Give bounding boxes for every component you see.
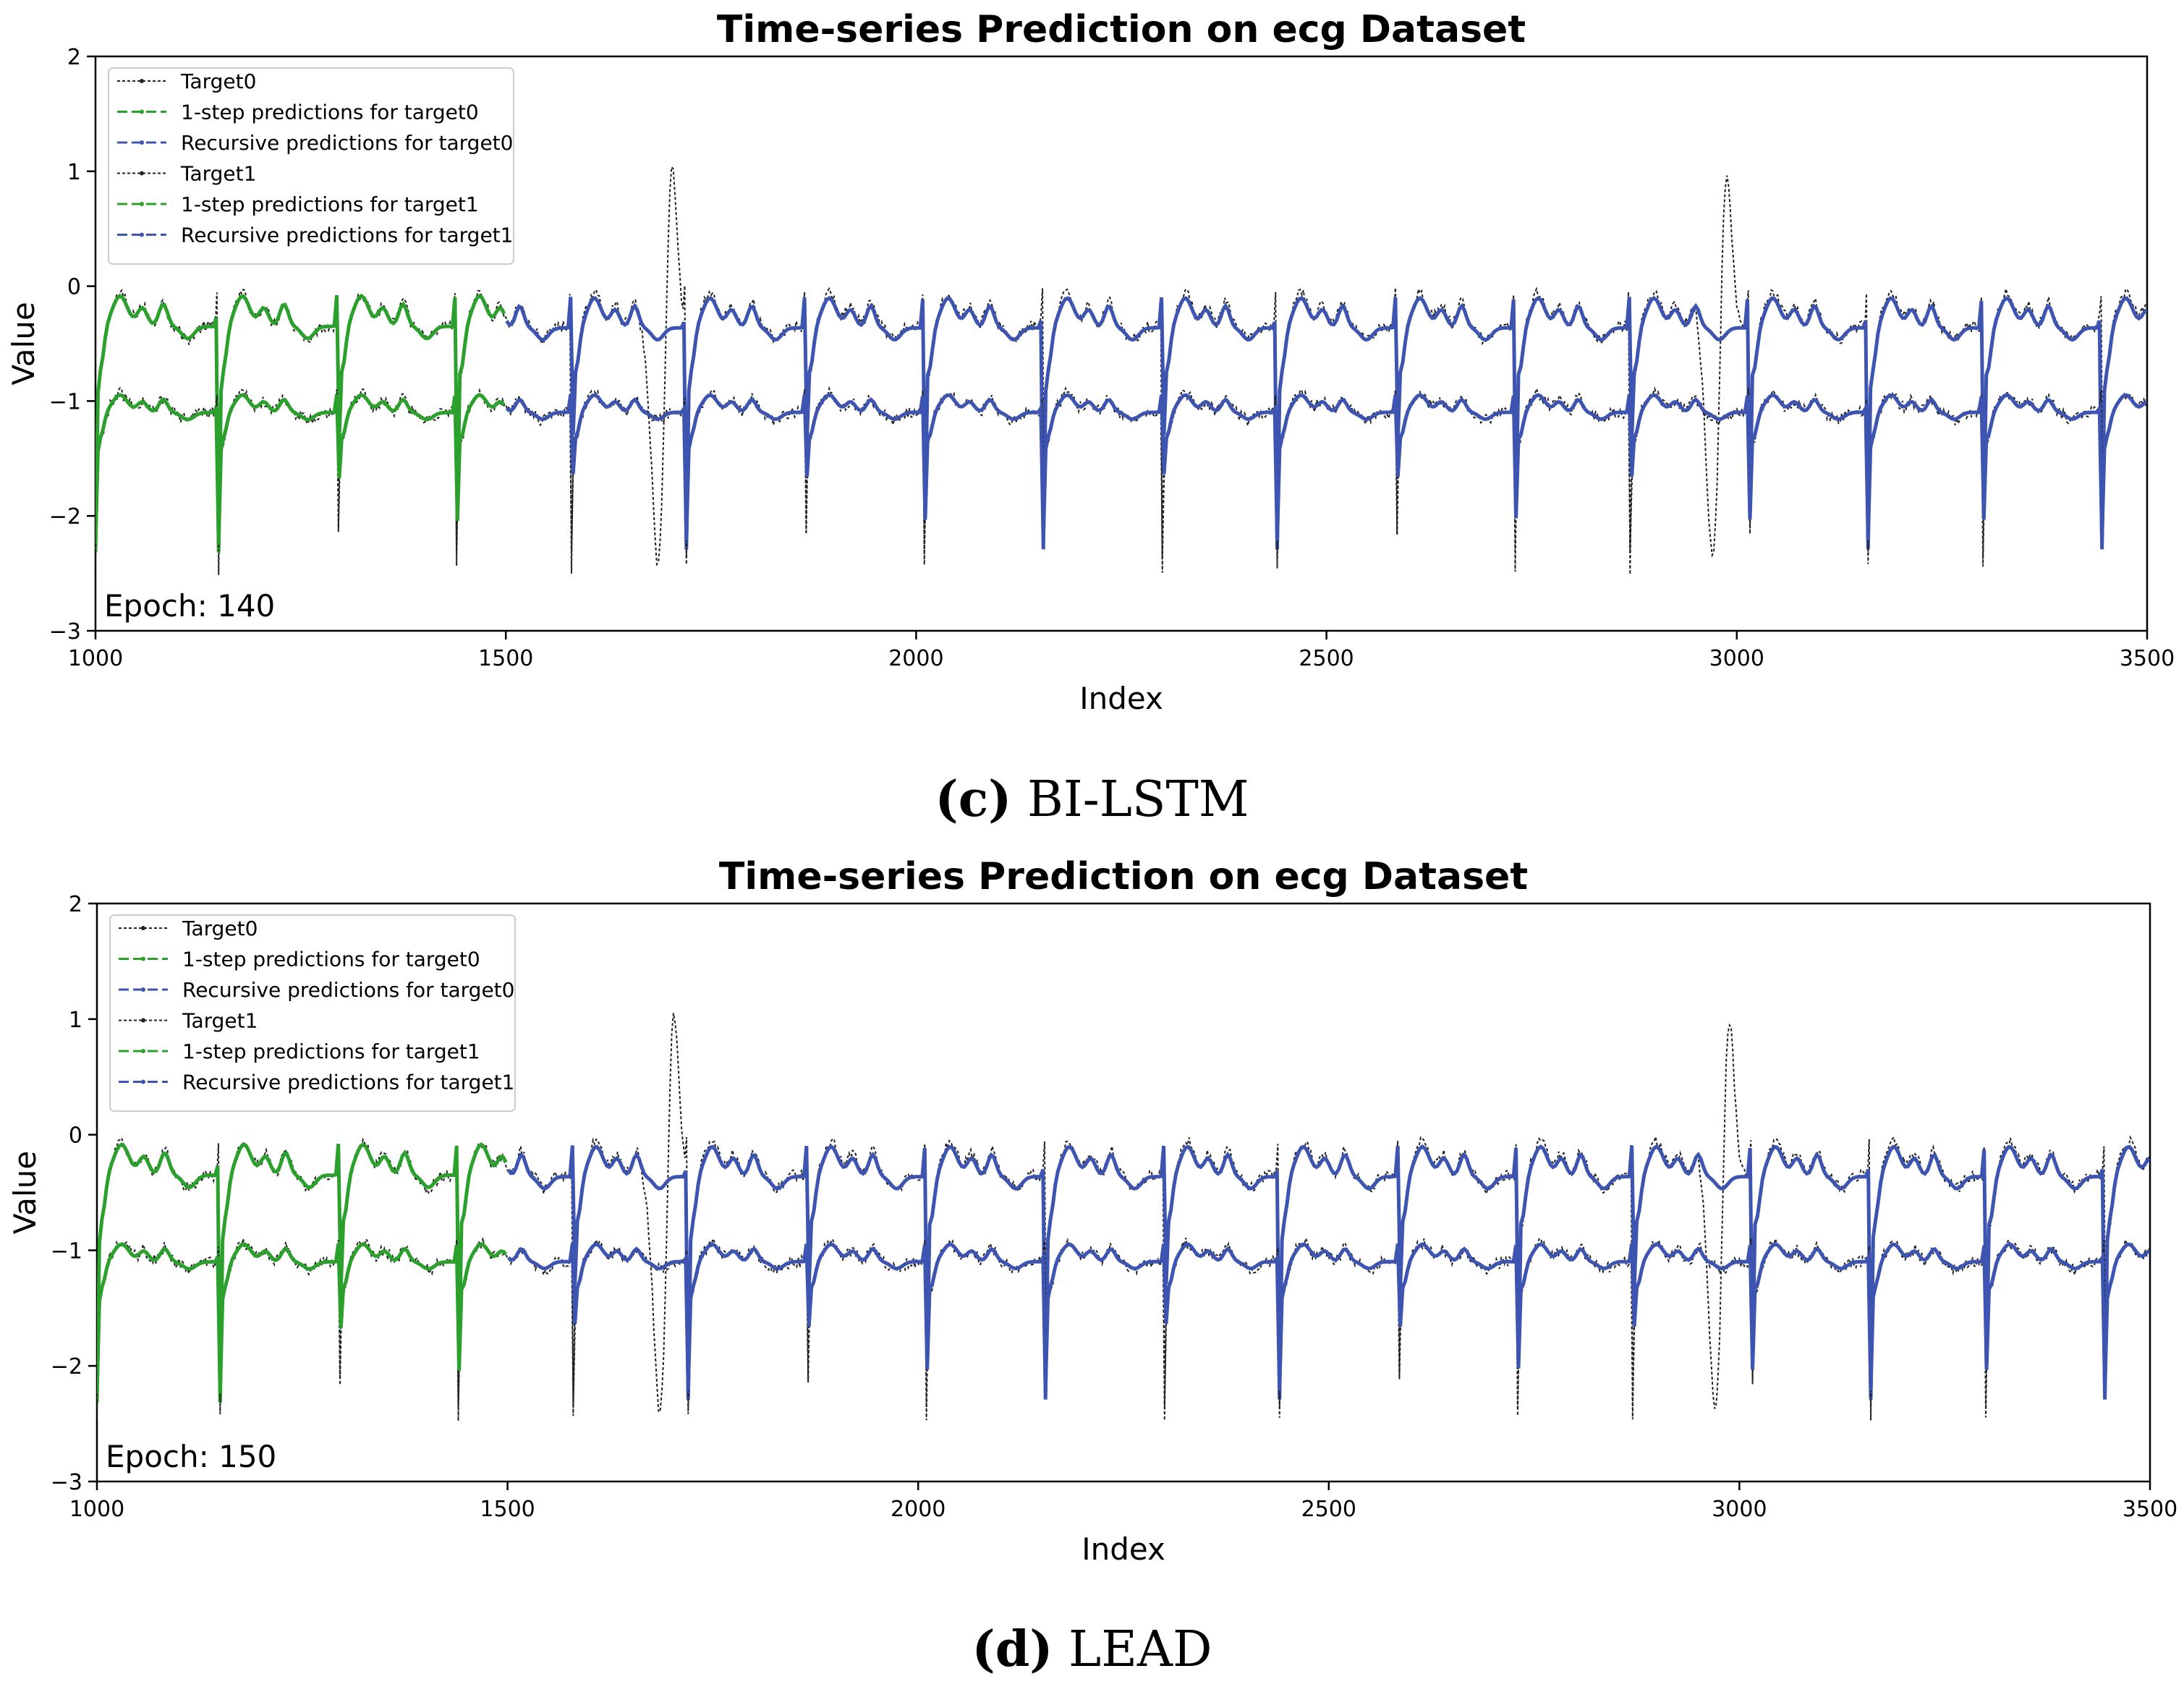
legend-label: Recursive predictions for target1 (182, 1071, 514, 1094)
y-tick-label: −3 (51, 1470, 82, 1495)
chart-panel-bi-lstm: Time-series Prediction on ecg Dataset 100… (6, 8, 2175, 716)
plot-frame (95, 902, 2151, 1483)
legend-marker (140, 232, 144, 237)
legend-marker (140, 202, 144, 206)
legend-label: Recursive predictions for target0 (182, 978, 514, 1002)
epoch-annotation: Epoch: 150 (106, 1439, 276, 1474)
y-tick-label: 0 (69, 1123, 82, 1149)
y-axis-label: Value (7, 1151, 43, 1234)
x-tick-label: 3000 (1709, 646, 1764, 671)
legend-marker (140, 109, 144, 114)
chart-title: Time-series Prediction on ecg Dataset (719, 855, 1528, 898)
legend-label: Target0 (180, 69, 256, 93)
x-tick-label: 1500 (478, 646, 533, 671)
legend-marker (140, 79, 144, 83)
series-line-4 (95, 386, 2147, 559)
legend-label: 1-step predictions for target0 (181, 101, 479, 124)
y-tick-label: −2 (51, 1354, 82, 1379)
x-tick-label: 1500 (480, 1497, 535, 1522)
legend-label: 1-step predictions for target1 (182, 1040, 480, 1063)
series-line-3 (505, 295, 2147, 550)
plot-area (97, 1013, 2150, 1421)
y-tick-label: 2 (69, 892, 82, 917)
series-line-6 (505, 393, 2147, 541)
series-line-2 (95, 293, 506, 553)
x-tick-label: 2000 (888, 646, 943, 671)
series-line-5 (97, 1242, 508, 1394)
plot-area (95, 165, 2147, 575)
legend-marker (141, 1079, 145, 1084)
x-tick-label: 2500 (1299, 646, 1354, 671)
y-tick-label: −1 (49, 389, 81, 415)
x-axis-label: Index (1082, 1531, 1165, 1567)
y-tick-label: 2 (67, 45, 81, 70)
series-line-2 (97, 1142, 508, 1403)
series-line-5 (95, 393, 506, 544)
x-tick-label: 1000 (69, 1497, 124, 1522)
epoch-annotation: Epoch: 140 (104, 588, 275, 624)
legend-label: Recursive predictions for target0 (181, 131, 513, 155)
series-line-3 (506, 1144, 2150, 1400)
caption-text: BI-LSTM (1027, 771, 1249, 828)
x-tick-label: 3500 (2120, 646, 2175, 671)
caption-text: LEAD (1068, 1621, 1212, 1678)
legend-marker (141, 926, 145, 930)
legend-label: Recursive predictions for target1 (181, 224, 513, 247)
legend-marker (141, 1018, 145, 1023)
legend-box (108, 67, 514, 265)
plot-frame (94, 55, 2149, 632)
x-tick-label: 3500 (2123, 1497, 2177, 1522)
y-tick-label: 1 (69, 1008, 82, 1033)
legend-marker (141, 956, 145, 961)
x-axis-label: Index (1079, 681, 1163, 716)
x-tick-label: 2000 (891, 1497, 946, 1522)
legend-marker (140, 140, 144, 145)
x-tick-label: 2500 (1301, 1497, 1356, 1522)
x-tick-label: 1000 (68, 646, 123, 671)
legend-marker (141, 1049, 145, 1053)
series-line-6 (507, 1242, 2150, 1391)
x-tick-label: 3000 (1712, 1497, 1767, 1522)
y-tick-label: −2 (49, 504, 81, 530)
legend-marker (140, 171, 144, 176)
y-tick-label: −1 (51, 1238, 82, 1264)
y-tick-label: 1 (67, 160, 81, 185)
legend-label: 1-step predictions for target0 (182, 948, 480, 972)
y-tick-label: 0 (67, 275, 81, 300)
caption-label: (c) (935, 770, 1012, 828)
y-tick-label: −3 (49, 619, 81, 645)
y-axis-label: Value (6, 302, 41, 385)
caption-bi-lstm: (c) BI-LSTM (0, 770, 2184, 828)
legend-box (109, 914, 516, 1112)
caption-label: (d) (972, 1620, 1053, 1678)
legend-marker (141, 987, 145, 992)
legend-label: Target1 (180, 162, 256, 186)
chart-title: Time-series Prediction on ecg Dataset (717, 8, 1526, 51)
chart-panel-lead: Time-series Prediction on ecg Dataset 100… (7, 855, 2177, 1567)
legend-label: 1-step predictions for target1 (181, 192, 479, 216)
legend-label: Target1 (182, 1009, 258, 1033)
legend-label: Target0 (182, 917, 258, 940)
caption-lead: (d) LEAD (0, 1620, 2184, 1678)
